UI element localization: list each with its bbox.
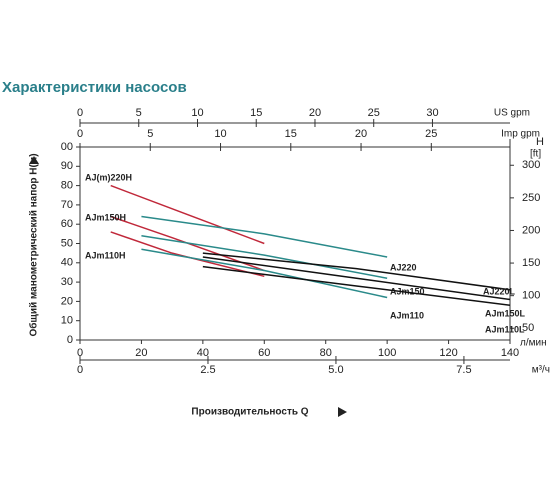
y-tick-label: 90 [61,160,73,172]
y2-tick-label: 100 [522,290,540,302]
curve-label: AJm110H [85,250,126,260]
m3h-tick-label: 2.5 [200,364,215,376]
curve-label: AJ(m)220H [85,172,132,182]
curve [202,252,511,291]
curve-label: AJm150H [85,212,126,222]
y2-tick-label: 250 [522,192,540,204]
m3h-tick-label: 7.5 [456,364,471,376]
curve-label: AJm110 [390,310,424,320]
imp_gpm-tick-label: 20 [355,128,367,140]
y2-title: H [536,136,544,148]
y-tick-label: 40 [61,257,73,269]
y2-tick-label: 50 [522,322,534,334]
curve [141,215,388,258]
imp_gpm-tick-label: 0 [77,128,83,140]
x-tick-label: 20 [135,347,147,359]
y-tick-label: 70 [61,199,73,211]
imp_gpm-tick-label: 15 [285,128,297,140]
curve [110,231,265,278]
y-tick-label: 10 [61,315,73,327]
y-tick-label: 0 [67,334,73,346]
us_gpm-tick-label: 25 [368,107,380,119]
y2-tick-label: 200 [522,224,540,236]
y-tick-label: 50 [61,237,73,249]
m3h-tick-label: 0 [77,364,83,376]
x-unit: л/мин [520,338,547,349]
m3h-title: м³/ч [532,365,550,376]
imp_gpm-tick-label: 5 [147,128,153,140]
y-axis-title: Общий манометрический напор H(м) [28,153,40,336]
curve-label: AJ220 [390,262,417,272]
us_gpm-title: US gpm [494,108,530,119]
y-tick-label: 00 [61,141,73,153]
us_gpm-tick-label: 5 [136,107,142,119]
x-tick-label: 80 [320,347,332,359]
imp_gpm-title: Imp gpm [501,129,540,140]
us_gpm-tick-label: 10 [191,107,203,119]
y-tick-label: 80 [61,180,73,192]
y-tick-label: 20 [61,295,73,307]
chart-title: Характеристики насосов [2,79,187,96]
us_gpm-tick-label: 0 [77,107,83,119]
curve [110,215,265,272]
m3h-tick-label: 5.0 [328,364,343,376]
curve [202,265,511,307]
y2-tick-label: 300 [522,159,540,171]
curve [110,184,265,245]
y-tick-label: 30 [61,276,73,288]
x-tick-label: 100 [378,347,396,359]
x-tick-label: 40 [197,347,209,359]
imp_gpm-tick-label: 25 [425,128,437,140]
us_gpm-tick-label: 20 [309,107,321,119]
y2-unit: [ft] [530,149,541,160]
curve-label: AJm110L [485,324,525,334]
curve-label: AJ220L [483,286,516,296]
us_gpm-tick-label: 30 [426,107,438,119]
curve-label: AJm150 [390,286,425,296]
x-tick-label: 120 [439,347,457,359]
x-axis-title: Производительность Q [191,407,308,418]
curve [202,256,511,301]
curve-label: AJm150L [485,308,526,318]
imp_gpm-tick-label: 10 [214,128,226,140]
y-tick-label: 60 [61,218,73,230]
us_gpm-tick-label: 15 [250,107,262,119]
x-tick-label: 140 [501,347,519,359]
y2-tick-label: 150 [522,257,540,269]
curve [141,235,388,279]
arrow [29,156,39,164]
x-tick-label: 0 [77,347,83,359]
x-tick-label: 60 [258,347,270,359]
curve [141,248,388,299]
arrow [338,407,347,417]
